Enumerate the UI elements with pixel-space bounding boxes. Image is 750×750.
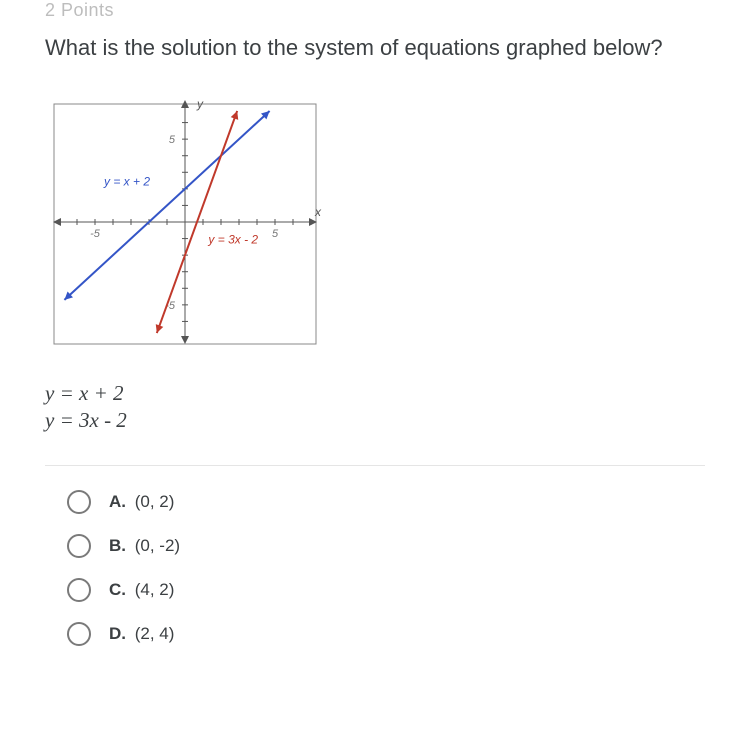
option-value: (0, 2): [135, 492, 175, 511]
option-d[interactable]: D. (2, 4): [67, 622, 705, 646]
option-label: D. (2, 4): [109, 624, 174, 644]
radio-icon: [67, 534, 91, 558]
option-letter: D.: [109, 624, 126, 643]
equation-1: y = x + 2: [45, 381, 705, 406]
option-label: C. (4, 2): [109, 580, 174, 600]
equation-2: y = 3x - 2: [45, 408, 705, 433]
svg-text:5: 5: [169, 134, 176, 146]
graph-svg: -555-5yxy = x + 2y = 3x - 2: [45, 92, 325, 352]
option-letter: C.: [109, 580, 126, 599]
radio-icon: [67, 578, 91, 602]
radio-icon: [67, 622, 91, 646]
option-value: (2, 4): [135, 624, 175, 643]
options-list: A. (0, 2) B. (0, -2) C. (4, 2) D. (2, 4): [45, 490, 705, 646]
svg-text:x: x: [314, 205, 322, 219]
option-label: A. (0, 2): [109, 492, 174, 512]
svg-text:-5: -5: [90, 228, 101, 240]
svg-text:y = 3x - 2: y = 3x - 2: [207, 232, 258, 246]
graph: -555-5yxy = x + 2y = 3x - 2: [45, 92, 705, 357]
points-label: 2 Points: [45, 0, 705, 21]
question-text: What is the solution to the system of eq…: [45, 33, 705, 64]
option-value: (4, 2): [135, 580, 175, 599]
svg-text:y = x + 2: y = x + 2: [103, 174, 150, 188]
option-b[interactable]: B. (0, -2): [67, 534, 705, 558]
option-value: (0, -2): [135, 536, 180, 555]
svg-text:5: 5: [272, 228, 279, 240]
option-c[interactable]: C. (4, 2): [67, 578, 705, 602]
option-label: B. (0, -2): [109, 536, 180, 556]
option-a[interactable]: A. (0, 2): [67, 490, 705, 514]
option-letter: A.: [109, 492, 126, 511]
radio-icon: [67, 490, 91, 514]
svg-text:y: y: [196, 97, 204, 111]
option-letter: B.: [109, 536, 126, 555]
equation-block: y = x + 2 y = 3x - 2: [45, 381, 705, 466]
